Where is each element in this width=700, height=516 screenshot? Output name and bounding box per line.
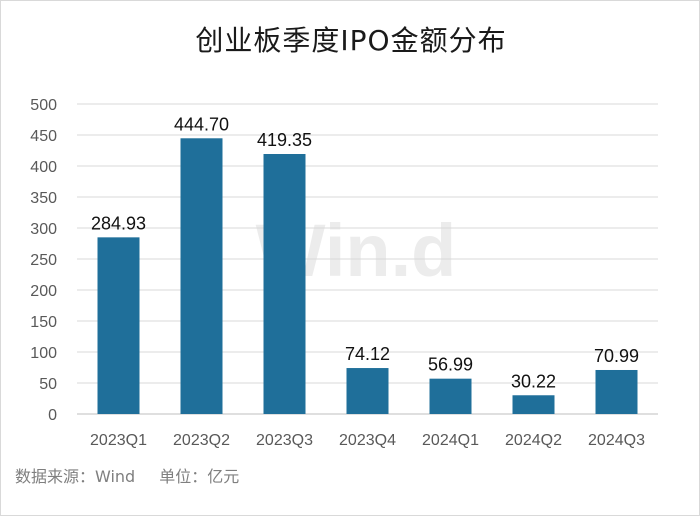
bar (263, 154, 306, 415)
x-tick-label: 2024Q1 (422, 432, 479, 449)
y-tick-label: 50 (39, 376, 57, 393)
data-label: 284.93 (91, 213, 146, 233)
y-tick-label: 200 (30, 283, 57, 300)
bar (429, 378, 472, 414)
bar (346, 368, 389, 414)
data-label: 30.22 (511, 371, 556, 391)
y-tick-label: 100 (30, 345, 57, 362)
chart-footer: 数据来源：Wind 单位：亿元 (15, 463, 239, 487)
bar (180, 138, 223, 414)
bar (595, 369, 638, 414)
bar (97, 237, 140, 414)
x-tick-label: 2023Q2 (173, 432, 230, 449)
x-tick-label: 2023Q3 (256, 432, 313, 449)
data-label: 74.12 (345, 344, 390, 364)
y-tick-label: 0 (48, 407, 57, 424)
x-tick-label: 2024Q2 (505, 432, 562, 449)
data-label: 444.70 (174, 114, 229, 134)
y-tick-label: 400 (30, 159, 57, 176)
x-tick-label: 2024Q3 (588, 432, 645, 449)
unit-note: 单位：亿元 (159, 467, 240, 486)
data-label: 56.99 (428, 355, 473, 375)
y-tick-label: 300 (30, 221, 57, 238)
x-tick-label: 2023Q4 (339, 432, 396, 449)
source-note: 数据来源：Wind (15, 467, 136, 486)
x-tick-label: 2023Q1 (90, 432, 147, 449)
data-label: 419.35 (257, 130, 312, 150)
y-tick-label: 450 (30, 128, 57, 145)
data-label: 70.99 (594, 346, 639, 366)
bar (512, 395, 555, 414)
y-tick-label: 350 (30, 190, 57, 207)
y-tick-label: 250 (30, 252, 57, 269)
y-tick-label: 150 (30, 314, 57, 331)
chart-title: 创业板季度IPO金额分布 (195, 24, 507, 57)
y-tick-label: 500 (30, 97, 57, 114)
